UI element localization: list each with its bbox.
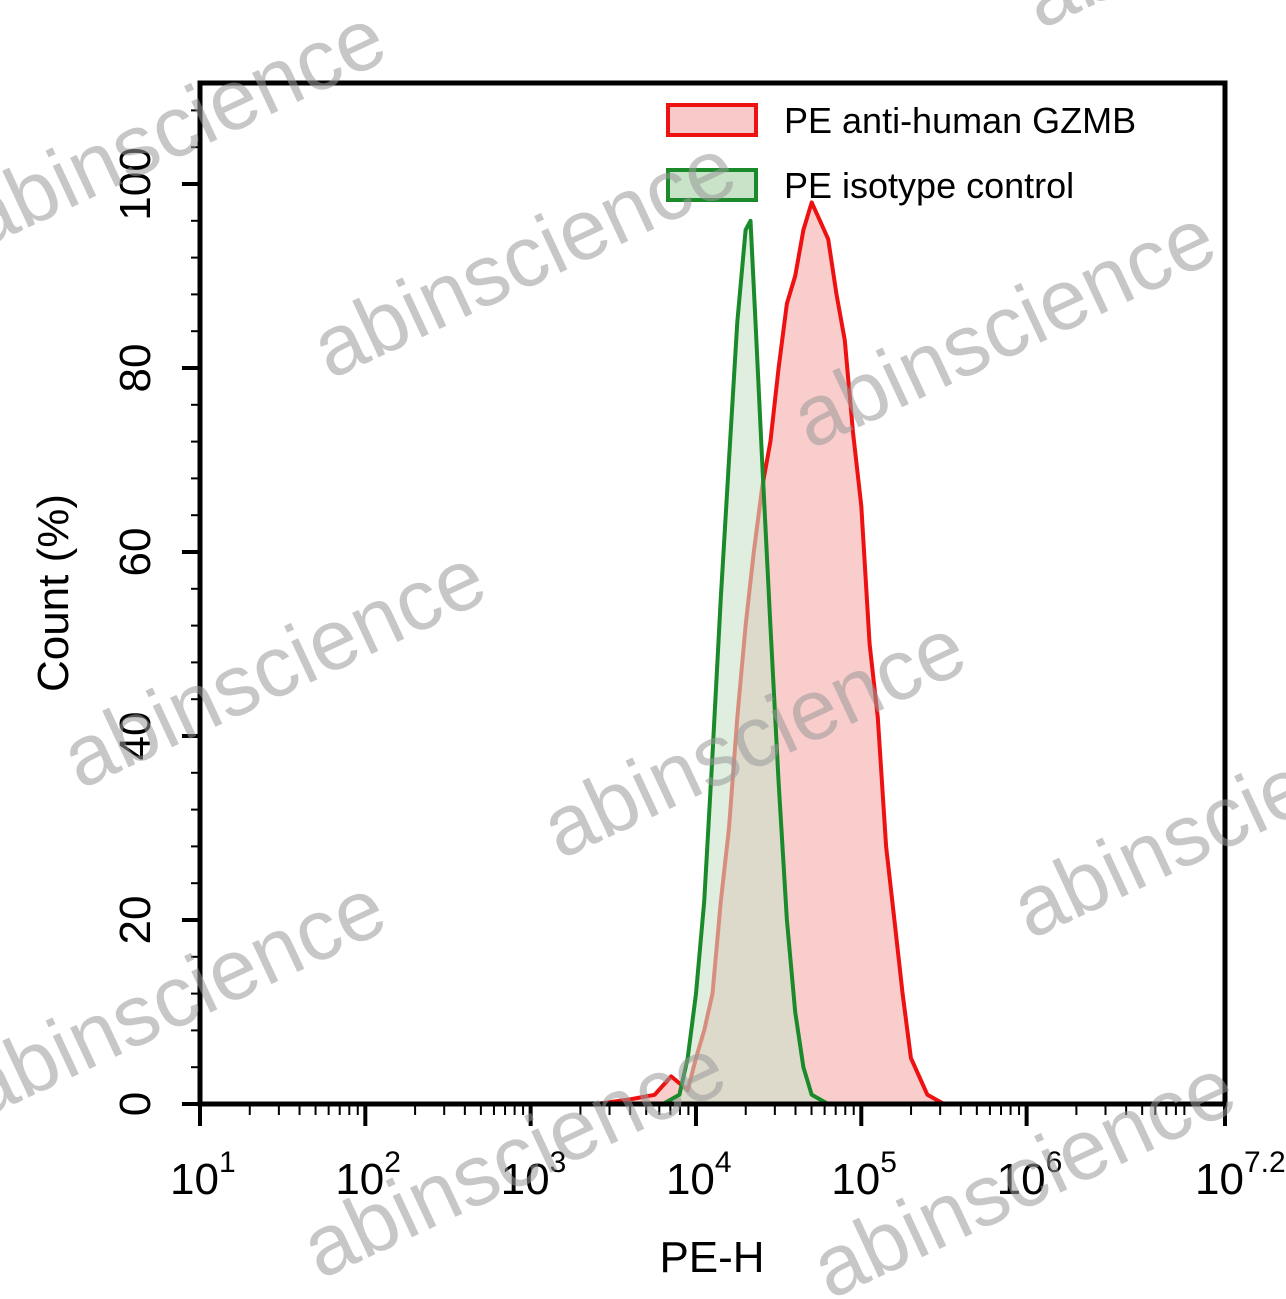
y-tick-label-0: 0: [111, 1092, 160, 1116]
series-line-1: [661, 218, 830, 1106]
y-tick-label-40: 40: [111, 712, 160, 761]
y-tick-label-60: 60: [111, 528, 160, 577]
x-tick-label-7.2: 107.2: [1195, 1146, 1286, 1204]
legend-swatch-isotype: [666, 168, 758, 202]
y-tick-label-100: 100: [111, 147, 160, 220]
legend-swatch-gzmb: [666, 103, 758, 137]
y-axis-title: Count (%): [29, 494, 78, 692]
legend: PE anti-human GZMB PE isotype control: [666, 100, 1136, 206]
y-tick-label-80: 80: [111, 344, 160, 393]
legend-label-gzmb: PE anti-human GZMB: [784, 100, 1136, 141]
y-tick-label-20: 20: [111, 896, 160, 945]
x-axis-title: PE-H: [659, 1233, 764, 1282]
plot-frame: [197, 80, 1228, 1107]
series-layer: [596, 200, 945, 1106]
legend-label-isotype: PE isotype control: [784, 165, 1074, 206]
series-area-1: [662, 220, 829, 1105]
